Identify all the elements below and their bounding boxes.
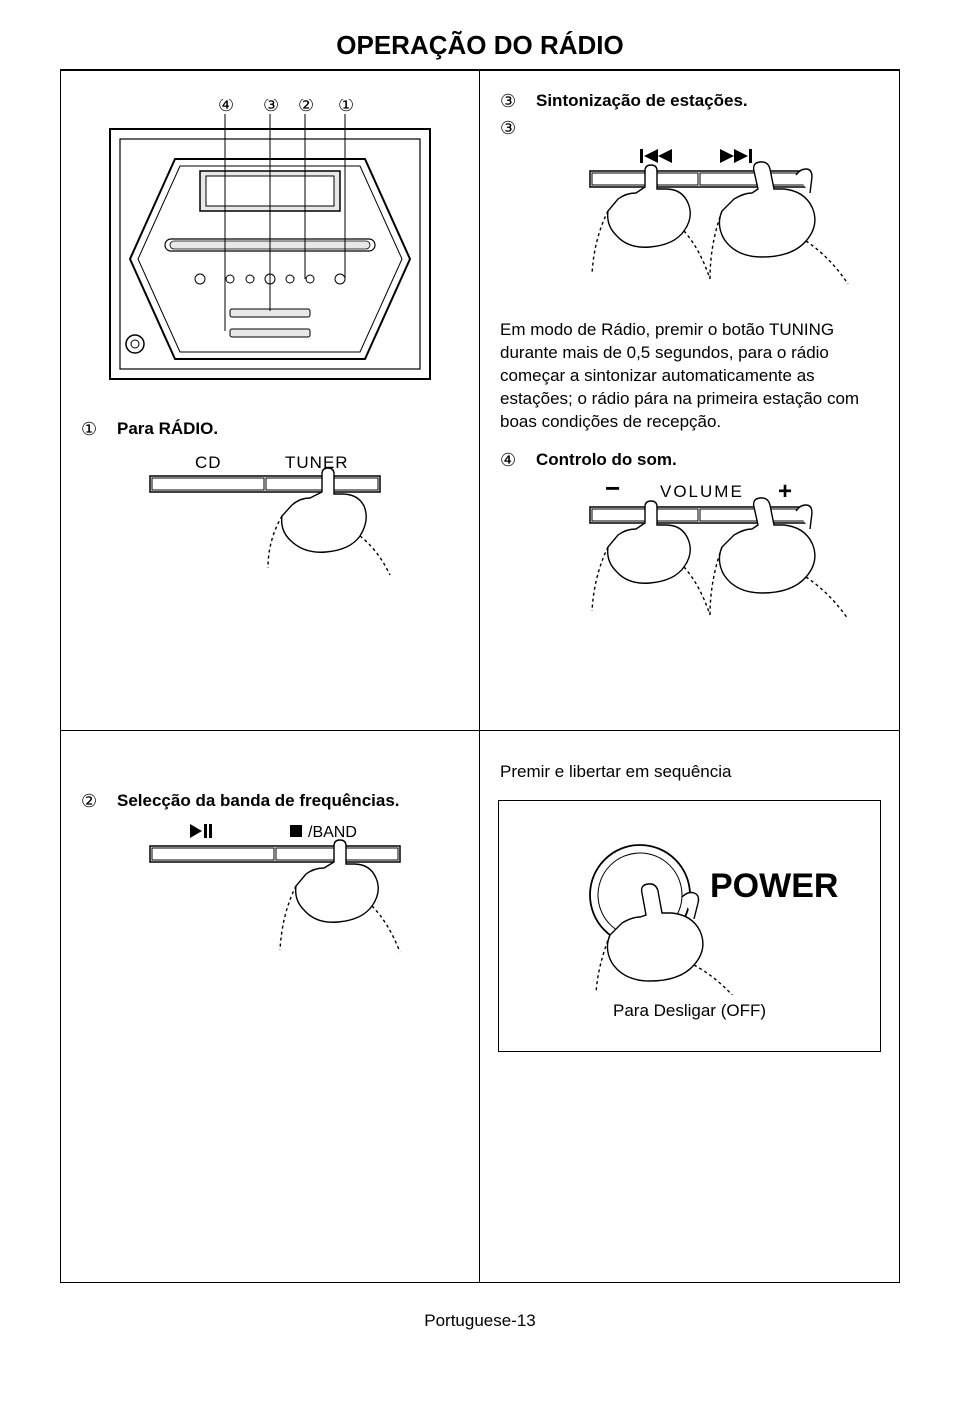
cell-tuning: ③ Sintonização de estações. ③ [480, 70, 899, 730]
callout-3: ③ [263, 99, 279, 115]
step-2: ② Selecção da banda de frequências. [81, 791, 469, 812]
play-pause-icon [190, 824, 212, 838]
band-buttons: /BAND [90, 822, 450, 972]
cell-device: ① ② ③ ④ ① Para RÁDIO. CD TUNE [61, 70, 480, 730]
tuner-label: TUNER [285, 453, 349, 472]
step-3: ③ Sintonização de estações. [500, 91, 889, 112]
step-3-text: Sintonização de estações. [536, 91, 748, 111]
prev-icon [640, 149, 672, 163]
tuning-buttons [500, 149, 880, 299]
minus-icon: − [605, 481, 620, 503]
power-label: POWER [710, 867, 838, 905]
callout-4: ④ [218, 99, 234, 115]
volume-buttons: − VOLUME + [500, 481, 880, 631]
step-1-text: Para RÁDIO. [117, 419, 218, 439]
step-1-num: ① [81, 419, 103, 440]
off-text: Para Desligar (OFF) [509, 1001, 870, 1021]
step-1: ① Para RÁDIO. [81, 419, 469, 440]
cell-power: Premir e libertar em sequência POWER [480, 730, 899, 1282]
device-illustration: ① ② ③ ④ [80, 99, 460, 399]
step-3-num: ③ [500, 91, 522, 112]
step-3b-num: ③ [500, 118, 522, 139]
tuning-paragraph: Em modo de Rádio, premir o botão TUNING … [500, 319, 879, 434]
next-icon [720, 149, 752, 163]
step-4-num: ④ [500, 450, 522, 471]
step-3b: ③ [500, 118, 889, 139]
outer-frame: ① ② ③ ④ ① Para RÁDIO. CD TUNE [60, 69, 900, 1283]
cd-tuner-buttons: CD TUNER [90, 450, 450, 590]
step-4: ④ Controlo do som. [500, 450, 889, 471]
release-text: Premir e libertar em sequência [500, 761, 879, 784]
cell-band: ② Selecção da banda de frequências. [61, 730, 480, 1282]
stop-icon [290, 825, 302, 837]
cd-label: CD [195, 453, 222, 472]
callout-2: ② [298, 99, 314, 115]
volume-label: VOLUME [660, 482, 744, 501]
power-button: POWER [510, 825, 870, 995]
page-footer: Portuguese-13 [60, 1311, 900, 1331]
step-4-text: Controlo do som. [536, 450, 677, 470]
page-title: OPERAÇÃO DO RÁDIO [60, 30, 900, 61]
step-2-num: ② [81, 791, 103, 812]
plus-icon: + [778, 481, 792, 505]
step-2-text: Selecção da banda de frequências. [117, 791, 400, 811]
callout-1: ① [338, 99, 354, 115]
band-label: /BAND [308, 824, 357, 841]
